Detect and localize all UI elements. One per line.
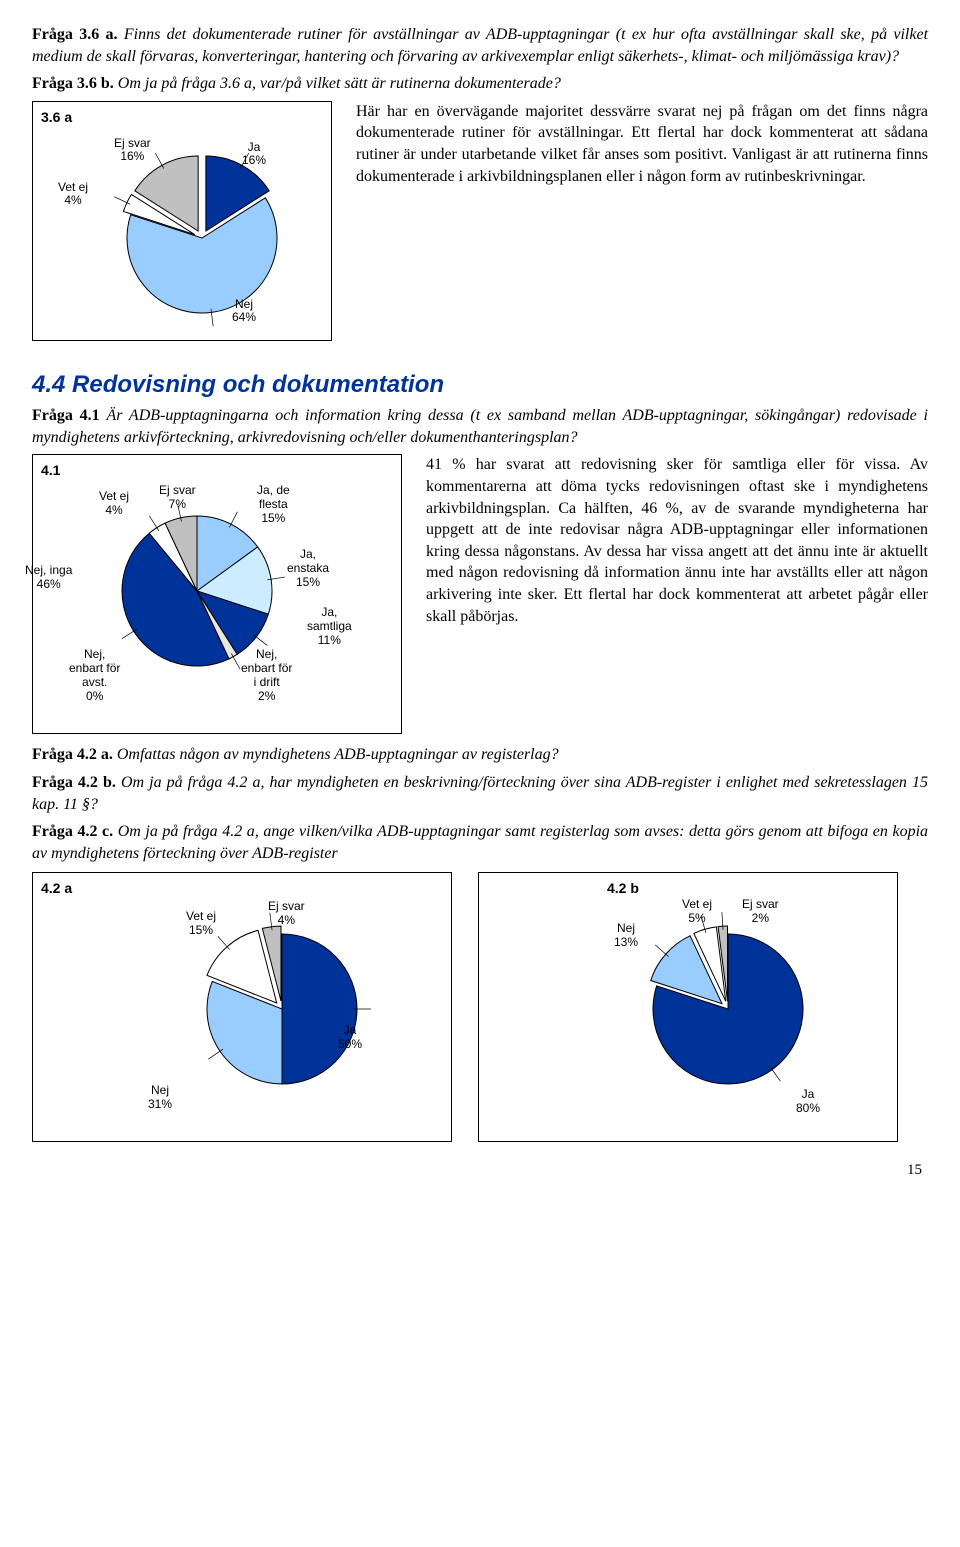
q42c-text: Om ja på fråga 4.2 a, ange vilken/vilka … bbox=[32, 823, 928, 862]
pie-slice-label: Nej13% bbox=[614, 922, 638, 950]
q42c-label: Fråga 4.2 c. bbox=[32, 823, 113, 840]
chart-42b-title: 4.2 b bbox=[607, 879, 889, 898]
q36a: Fråga 3.6 a. Finns det dokumenterade rut… bbox=[32, 24, 928, 67]
pie-slice-label: Nej,enbart föri drift2% bbox=[241, 648, 292, 703]
para-41: 41 % har svarat att redovisning sker för… bbox=[426, 454, 928, 627]
pie-slice-label: Nej, inga46% bbox=[25, 564, 72, 592]
pie-slice-label: Ej svar4% bbox=[268, 900, 305, 928]
q42a: Fråga 4.2 a. Omfattas någon av myndighet… bbox=[32, 744, 928, 766]
page-number: 15 bbox=[32, 1160, 928, 1180]
q42b-text: Om ja på fråga 4.2 a, har myndigheten en… bbox=[32, 774, 928, 813]
pie-slice-label: Vet ej15% bbox=[186, 910, 216, 938]
q36a-label: Fråga 3.6 a. bbox=[32, 26, 118, 43]
para-36: Här har en övervägande majoritet dessvär… bbox=[356, 101, 928, 187]
pie-slice-label: Vet ej5% bbox=[682, 898, 712, 926]
chart-42a-box: 4.2 a Ja50%Nej31%Vet ej15%Ej svar4% bbox=[32, 872, 452, 1142]
chart-42a-pie: Ja50%Nej31%Vet ej15%Ej svar4% bbox=[172, 904, 432, 1134]
chart-41-box: 4.1 Ja, deflesta15% Ja,enstaka15% Ja,samtl… bbox=[32, 454, 402, 734]
chart-42b-box: 4.2 b Ja80%Nej13%Vet ej5%Ej svar2% bbox=[478, 872, 898, 1142]
chart-42a-title: 4.2 a bbox=[41, 879, 443, 898]
q41: Fråga 4.1 Är ADB-upptagningarna och info… bbox=[32, 405, 928, 448]
q42c: Fråga 4.2 c. Om ja på fråga 4.2 a, ange … bbox=[32, 821, 928, 864]
chart-41-pie: Ja, deflesta15% Ja,enstaka15% Ja,samtliga1… bbox=[87, 486, 387, 726]
pie-slice-label: Ja80% bbox=[796, 1088, 820, 1116]
q42a-label: Fråga 4.2 a. bbox=[32, 746, 113, 763]
q36a-text: Finns det dokumenterade rutiner för avst… bbox=[32, 26, 928, 65]
q42b-label: Fråga 4.2 b. bbox=[32, 774, 116, 791]
chart-36a-box: 3.6 a Ja16% Nej64% Vet ej4% Ej svar16% bbox=[32, 101, 332, 341]
pie-slice-label: Vet ej4% bbox=[58, 181, 88, 209]
chart-42b-pie: Ja80%Nej13%Vet ej5%Ej svar2% bbox=[618, 904, 878, 1134]
pie-slice-label: Ej svar7% bbox=[159, 484, 196, 512]
section-44-heading: 4.4 Redovisning och dokumentation bbox=[32, 369, 928, 401]
chart-41-title: 4.1 bbox=[41, 461, 393, 480]
chart-36a-pie: Ja16%Nej64%Vet ej4%Ej svar16% bbox=[92, 133, 312, 333]
pie-slice-label: Nej,enbart föravst.0% bbox=[69, 648, 120, 703]
q42a-text: Omfattas någon av myndighetens ADB-uppta… bbox=[117, 746, 559, 763]
q42b: Fråga 4.2 b. Om ja på fråga 4.2 a, har m… bbox=[32, 772, 928, 815]
pie-slice-label: Ja, deflesta15% bbox=[257, 484, 290, 525]
pie-slice-label: Nej64% bbox=[232, 298, 256, 326]
chart-36a-title: 3.6 a bbox=[41, 108, 323, 127]
pie-slice-label: Ja,enstaka15% bbox=[287, 548, 329, 589]
q36b-text: Om ja på fråga 3.6 a, var/på vilket sätt… bbox=[118, 75, 561, 92]
pie-slice-label: Ej svar16% bbox=[114, 137, 151, 165]
q36b: Fråga 3.6 b. Om ja på fråga 3.6 a, var/p… bbox=[32, 73, 928, 95]
q41-text: Är ADB-upptagningarna och information kr… bbox=[32, 407, 928, 446]
q36b-label: Fråga 3.6 b. bbox=[32, 75, 114, 92]
pie-slice-label: Vet ej4% bbox=[99, 490, 129, 518]
pie-slice-label: Ja,samtliga11% bbox=[307, 606, 352, 647]
pie-slice-label: Ja16% bbox=[242, 141, 266, 169]
pie-slice-label: Ja50% bbox=[338, 1024, 362, 1052]
q41-label: Fråga 4.1 bbox=[32, 407, 100, 424]
pie-slice-label: Nej31% bbox=[148, 1084, 172, 1112]
pie-slice-label: Ej svar2% bbox=[742, 898, 779, 926]
